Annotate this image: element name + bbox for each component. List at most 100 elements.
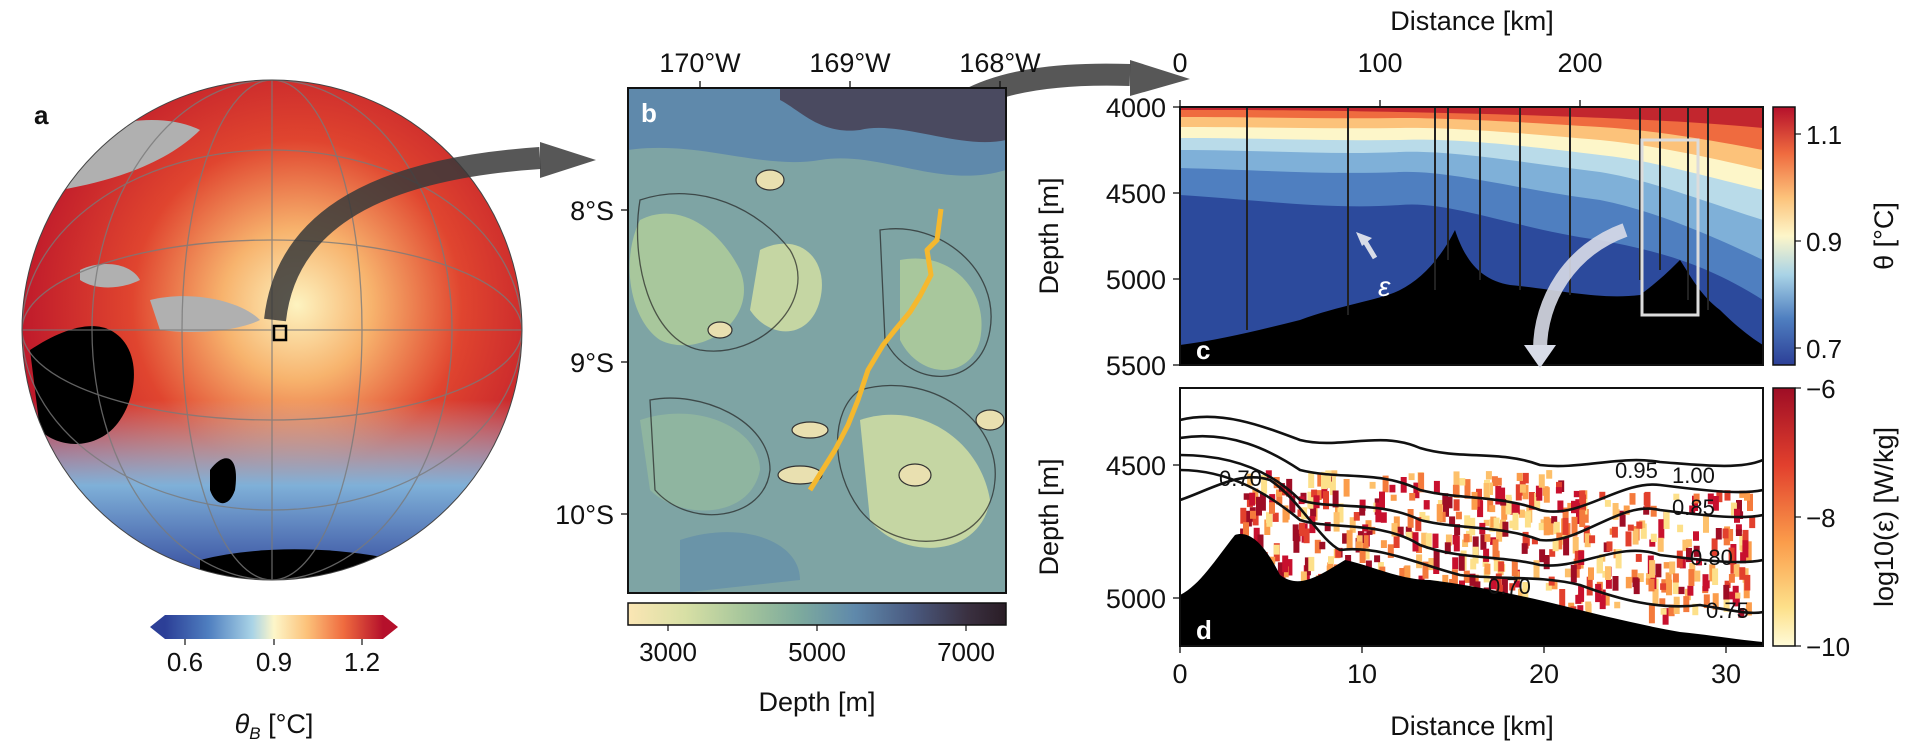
epsilon-cell bbox=[1249, 492, 1256, 506]
epsilon-cell bbox=[1522, 472, 1529, 484]
epsilon-cell bbox=[1345, 555, 1352, 564]
epsilon-cell bbox=[1542, 486, 1549, 496]
epsilon-cell bbox=[1365, 520, 1372, 531]
lon-tick: 169°W bbox=[809, 48, 891, 78]
epsilon-cell bbox=[1685, 539, 1692, 547]
epsilon-cell bbox=[1559, 589, 1566, 607]
epsilon-cell bbox=[1522, 582, 1529, 599]
panel-d-xlabel: Distance [km] bbox=[1390, 711, 1554, 741]
epsilon-cell bbox=[1611, 526, 1618, 538]
epsilon-cell bbox=[1696, 558, 1702, 566]
epsilon-cell bbox=[1483, 483, 1490, 500]
panel-b-frame bbox=[627, 87, 1007, 594]
epsilon-cell bbox=[1585, 603, 1592, 614]
epsilon-cell bbox=[1702, 574, 1709, 592]
epsilon-cell bbox=[1712, 496, 1719, 511]
epsilon-cell bbox=[1484, 534, 1491, 542]
epsilon-cell bbox=[1515, 484, 1522, 501]
epsilon-cell bbox=[1597, 555, 1603, 573]
epsilon-cell bbox=[1269, 500, 1275, 514]
epsilon-cell bbox=[1599, 589, 1606, 610]
epsilon-cell bbox=[1493, 554, 1500, 572]
epsilon-cell bbox=[1464, 515, 1471, 529]
epsilon-cell bbox=[1289, 495, 1296, 513]
epsilon-cell bbox=[1498, 561, 1505, 572]
cbar-b-tick: 5000 bbox=[788, 637, 846, 667]
epsilon-annotation: ε bbox=[1378, 271, 1391, 302]
epsilon-cell bbox=[1421, 532, 1428, 547]
epsilon-cell bbox=[1740, 552, 1747, 564]
epsilon-cell bbox=[1724, 580, 1731, 588]
epsilon-cell bbox=[1365, 560, 1372, 568]
epsilon-cell bbox=[1477, 500, 1484, 518]
epsilon-cell bbox=[1552, 539, 1559, 552]
epsilon-cell bbox=[1452, 557, 1459, 570]
epsilon-cell bbox=[1672, 580, 1679, 595]
epsilon-cell bbox=[1693, 545, 1700, 557]
epsilon-cell bbox=[1471, 491, 1478, 510]
epsilon-cell bbox=[1273, 477, 1280, 489]
epsilon-cell bbox=[1650, 505, 1657, 517]
epsilon-cell bbox=[1739, 534, 1746, 551]
epsilon-cell bbox=[1303, 528, 1310, 544]
cbar-d-tick: −10 bbox=[1806, 632, 1850, 662]
epsilon-cell bbox=[1604, 500, 1611, 507]
epsilon-cell bbox=[1578, 550, 1585, 565]
epsilon-cell bbox=[1649, 539, 1656, 547]
epsilon-cell bbox=[1245, 510, 1252, 527]
epsilon-cell bbox=[1342, 533, 1349, 544]
epsilon-cell bbox=[1250, 510, 1256, 519]
epsilon-cell bbox=[1534, 493, 1541, 509]
epsilon-cell bbox=[1493, 550, 1500, 561]
epsilon-cell bbox=[1493, 517, 1500, 531]
epsilon-cell bbox=[1419, 512, 1426, 520]
epsilon-cell bbox=[1722, 528, 1729, 539]
epsilon-cell bbox=[1643, 506, 1650, 515]
epsilon-cell bbox=[1451, 569, 1458, 585]
epsilon-cell bbox=[1310, 501, 1317, 517]
epsilon-cell bbox=[1443, 502, 1449, 517]
epsilon-cell bbox=[1522, 531, 1529, 549]
epsilon-cell bbox=[1538, 522, 1545, 531]
epsilon-cell bbox=[1416, 554, 1423, 569]
epsilon-cell bbox=[1393, 531, 1400, 548]
epsilon-cell bbox=[1400, 477, 1407, 493]
epsilon-cell bbox=[1539, 549, 1546, 563]
epsilon-cell bbox=[1660, 608, 1667, 615]
epsilon-cell bbox=[1299, 522, 1305, 537]
cbar-d-tick: −8 bbox=[1806, 503, 1836, 533]
epsilon-cell bbox=[1693, 531, 1699, 541]
epsilon-cell bbox=[1359, 499, 1366, 511]
epsilon-cell bbox=[1734, 592, 1741, 599]
epsilon-cell bbox=[1553, 521, 1560, 535]
epsilon-cell bbox=[1533, 560, 1540, 579]
epsilon-cell bbox=[1707, 493, 1714, 505]
epsilon-cell bbox=[1240, 507, 1247, 524]
epsilon-cell bbox=[1292, 524, 1299, 541]
epsilon-cell bbox=[1272, 512, 1279, 522]
epsilon-cell bbox=[1501, 501, 1508, 520]
epsilon-cell bbox=[1744, 491, 1750, 501]
epsilon-cell bbox=[1606, 541, 1613, 552]
epsilon-cell bbox=[1557, 500, 1564, 513]
epsilon-cell bbox=[1589, 535, 1596, 544]
epsilon-cell bbox=[1652, 589, 1659, 607]
epsilon-cell bbox=[1321, 471, 1327, 490]
epsilon-cell bbox=[1563, 537, 1570, 556]
epsilon-cell bbox=[1614, 601, 1621, 609]
epsilon-cell bbox=[1359, 507, 1366, 516]
epsilon-cell bbox=[1282, 505, 1289, 523]
epsilon-cell bbox=[1678, 586, 1685, 595]
epsilon-cell bbox=[1576, 508, 1582, 524]
epsilon-cell bbox=[1676, 550, 1683, 568]
epsilon-cell bbox=[1612, 503, 1619, 520]
epsilon-cell bbox=[1483, 519, 1490, 526]
epsilon-cell bbox=[1480, 534, 1487, 550]
panel-d-x-tick: 30 bbox=[1711, 659, 1741, 689]
epsilon-cell bbox=[1470, 558, 1477, 570]
epsilon-cell bbox=[1247, 473, 1254, 486]
epsilon-cell bbox=[1677, 524, 1684, 533]
epsilon-cell bbox=[1636, 521, 1643, 529]
epsilon-cell bbox=[1668, 604, 1675, 617]
